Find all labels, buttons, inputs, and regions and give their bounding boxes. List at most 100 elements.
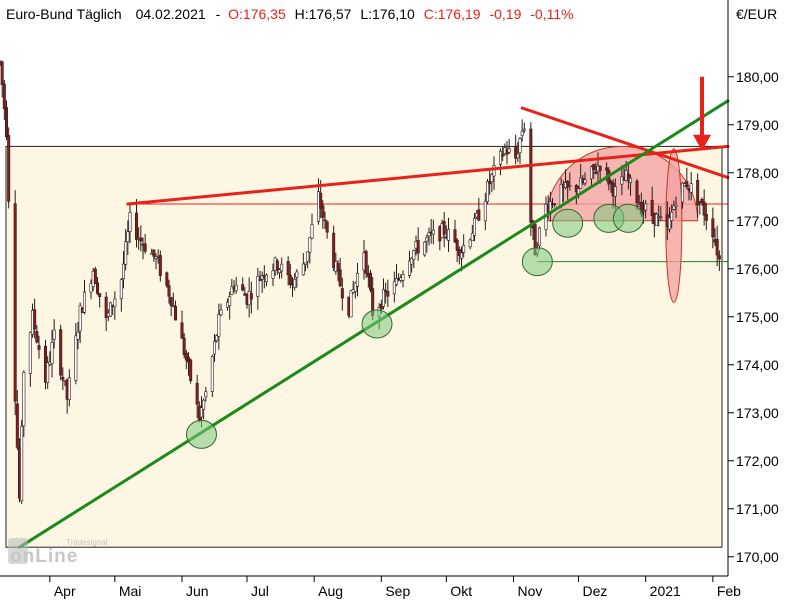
candle-body [0, 61, 4, 85]
candle-body [518, 138, 522, 153]
candle-body [442, 221, 446, 235]
x-tick-label: Okt [450, 583, 472, 599]
candle-body [685, 181, 689, 188]
candle-body [230, 286, 234, 295]
candle-body [109, 302, 113, 317]
y-tick-label: 170,00 [736, 549, 779, 565]
y-tick-label: 171,00 [736, 501, 779, 517]
candle-body [256, 275, 260, 297]
candle-body [485, 181, 489, 203]
candle-body [325, 221, 329, 233]
candle-body [264, 274, 268, 283]
candle-body [306, 251, 310, 262]
x-axis-ticks: Apr Mai Jun Jul Aug Sep Okt Nov Dez 2021 Feb [49, 576, 741, 599]
candle-body [228, 296, 232, 306]
candle-body [468, 239, 472, 248]
y-tick-label: 176,00 [736, 261, 779, 277]
candle-body [165, 272, 169, 286]
open-value: O:176,35 [228, 6, 286, 22]
candle-body [67, 377, 71, 401]
candle-body [169, 297, 173, 306]
candle-body [98, 293, 102, 297]
dome-spike [665, 148, 683, 303]
candle-body [22, 372, 26, 427]
candle-body [446, 229, 450, 241]
y-tick-label: 180,00 [736, 69, 779, 85]
candle-body [459, 252, 463, 259]
candle-body [74, 335, 78, 381]
support-touch-marker [361, 309, 393, 339]
candle-body [427, 232, 431, 237]
candle-body [167, 285, 171, 297]
candle-body [213, 341, 217, 355]
candle-body [453, 229, 457, 243]
candle-body [670, 211, 674, 221]
candle-body [641, 209, 645, 212]
candle-body [204, 391, 208, 398]
candle-body [457, 248, 461, 256]
candle-body [490, 174, 494, 183]
candle-body [258, 279, 262, 282]
candle-body [76, 331, 80, 340]
candle-body [462, 245, 466, 253]
candle-body [423, 241, 427, 256]
candle-body [635, 180, 639, 204]
candle-body [659, 216, 663, 219]
candle-body [310, 224, 314, 239]
candle-body [124, 241, 128, 265]
candle-body [583, 179, 587, 184]
candle-body [488, 181, 492, 185]
candle-body [594, 172, 598, 174]
candle-body [286, 261, 290, 276]
candle-body [364, 251, 368, 274]
candle-body [202, 399, 206, 410]
candle-body [319, 192, 323, 209]
candles [0, 59, 721, 505]
candle-body [288, 274, 292, 285]
candle-body [271, 270, 275, 279]
y-axis-ticks: 170,00 171,00 172,00 173,00 174,00 175,00 176,… [728, 69, 779, 565]
candle-body [293, 278, 297, 288]
candle-body [501, 154, 505, 157]
x-tick-label: Jun [186, 583, 209, 599]
candle-body [180, 322, 184, 339]
candle-body [381, 289, 385, 307]
candle-body [323, 219, 327, 222]
candle-body [189, 359, 193, 381]
candle-body [498, 150, 502, 165]
candle-body [217, 314, 221, 337]
candle-body [15, 403, 19, 448]
touch-markers [186, 203, 644, 449]
candle-body [613, 186, 617, 197]
candle-body [410, 257, 414, 265]
support-touch-marker [552, 208, 584, 238]
x-tick-label: Apr [54, 583, 76, 599]
candle-body [455, 239, 459, 251]
change-pct-value: -0,11% [530, 6, 573, 22]
candle-body [321, 205, 325, 218]
header-separator: - [216, 6, 221, 22]
candle-body [303, 262, 307, 266]
candle-body [20, 425, 24, 502]
instrument-name: Euro-Bund Täglich [6, 6, 122, 22]
y-tick-label: 175,00 [736, 309, 779, 325]
candle-body [644, 203, 648, 211]
arrow-head [693, 134, 711, 151]
candle-body [234, 284, 238, 292]
candle-body [674, 204, 678, 207]
candle-body [355, 272, 359, 287]
y-tick-label: 173,00 [736, 405, 779, 421]
candle-body [128, 212, 132, 232]
candle-body [568, 185, 572, 187]
candle-body [200, 407, 204, 418]
candle-body [184, 352, 188, 361]
candle-body [28, 332, 32, 374]
candle-body [605, 167, 609, 171]
resistance-trendline [126, 144, 730, 206]
candle-body [122, 263, 126, 279]
y-tick-label: 177,00 [736, 213, 779, 229]
candle-body [507, 148, 511, 153]
candle-body [215, 335, 219, 342]
